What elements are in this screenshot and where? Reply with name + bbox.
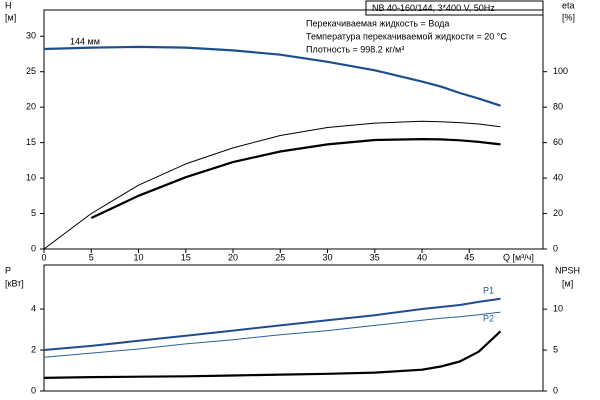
note: Температура перекачиваемой жидкости = 20…: [306, 31, 507, 41]
x-label: Q [м³/ч]: [503, 252, 534, 262]
y-tick-label: 0: [31, 385, 36, 395]
x-tick-label: 25: [275, 252, 285, 262]
y-tick-label: 2: [31, 344, 36, 354]
annotation: 144 мм: [70, 36, 100, 46]
x-tick-label: 10: [133, 252, 143, 262]
curve: [43, 311, 501, 358]
y2-tick-label: 5: [553, 344, 558, 354]
series-label: P1: [483, 285, 494, 295]
y2-tick-label: 0: [553, 243, 558, 253]
curve: [90, 138, 501, 219]
note: Перекачиваемая жидкость = Вода: [306, 18, 449, 28]
curve: [43, 297, 501, 351]
x-tick-label: 15: [181, 252, 191, 262]
y2-unit: [м]: [562, 278, 573, 288]
header: NB 40-160/144, 3*400 V, 50Hz: [372, 3, 495, 13]
series-label: P2: [483, 313, 494, 323]
plot-frame: [43, 264, 544, 392]
curve: [43, 120, 501, 250]
y2-tick-label: 40: [553, 172, 563, 182]
note: Плотность = 998.2 кг/м³: [306, 44, 404, 54]
y-tick-label: 15: [26, 137, 36, 147]
y2-label: eta: [562, 0, 575, 10]
y-tick-label: 25: [26, 66, 36, 76]
x-tick-label: 20: [228, 252, 238, 262]
y-tick-label: 5: [31, 208, 36, 218]
y2-tick-label: 20: [553, 208, 563, 218]
y2-tick-label: 10: [553, 304, 563, 314]
y2-tick-label: 80: [553, 102, 563, 112]
y-label: H: [5, 0, 12, 10]
y2-tick-label: 60: [553, 137, 563, 147]
y2-label: NPSH: [555, 265, 580, 275]
y2-tick-label: 0: [553, 385, 558, 395]
x-tick-label: 5: [89, 252, 94, 262]
x-tick-label: 30: [323, 252, 333, 262]
y-unit: [м]: [5, 12, 16, 22]
y-label: P: [5, 265, 11, 275]
y-tick-label: 4: [31, 303, 36, 313]
curve: [43, 330, 502, 379]
header-box: [365, 0, 544, 16]
x-tick-label: 40: [417, 252, 427, 262]
y-tick-label: 20: [26, 102, 36, 112]
x-tick-label: 45: [464, 252, 474, 262]
plot-frame: [43, 9, 544, 250]
y2-tick-label: 100: [553, 66, 568, 76]
y-unit: [кВт]: [5, 278, 24, 288]
y-tick-label: 10: [26, 172, 36, 182]
x-tick-label: 35: [370, 252, 380, 262]
x-tick-label: 0: [41, 252, 46, 262]
y-tick-label: 30: [26, 31, 36, 41]
y-tick-label: 0: [31, 243, 36, 253]
y2-unit: [%]: [562, 12, 575, 22]
curve: [43, 45, 501, 107]
